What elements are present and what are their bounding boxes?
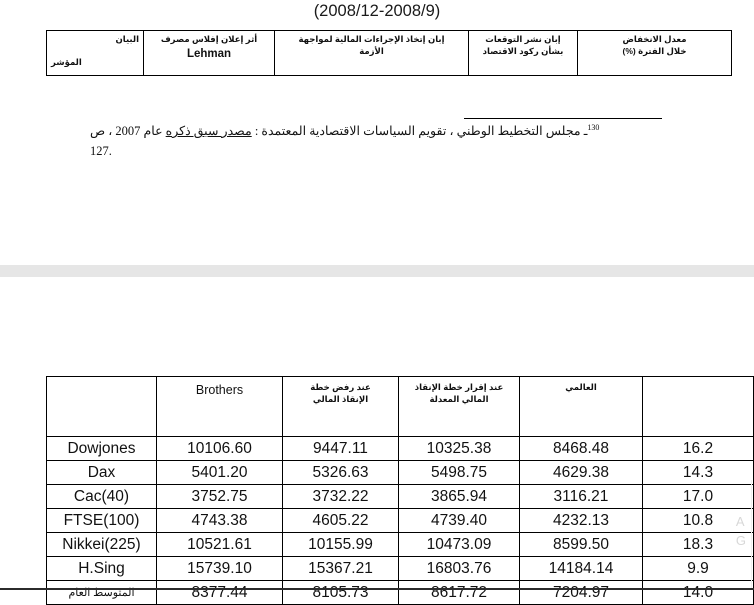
page-bottom-cut-line	[0, 588, 754, 590]
header-cell-lehman-bankruptcy: أثر إعلان إفلاس مصرف Lehman	[143, 30, 275, 76]
cell-lehman: 15739.10	[156, 556, 283, 581]
page-section-bottom: العالمي عند إقرار خطة الإنقاذ المالي الم…	[0, 277, 754, 605]
cell-rejected: 3732.22	[282, 484, 399, 509]
cell-global: 3116.21	[519, 484, 643, 509]
statement-label: البيان	[115, 34, 140, 44]
forecast-line2: بشأن ركود الاقتصاد	[482, 46, 564, 57]
cell-decline-rate: 16.2	[642, 436, 754, 461]
cell-index-name: H.Sing	[46, 556, 157, 581]
cell-approved: 5498.75	[398, 460, 520, 485]
decline-rate-line1: معدل الانخفاض	[622, 34, 687, 44]
edge-artifact-line1: A	[735, 514, 745, 529]
header-cell-brothers: Brothers	[156, 376, 283, 437]
table-row: 16.2 8468.48 10325.38 9447.11 10106.60 D…	[46, 436, 754, 461]
cell-approved: 10473.09	[398, 532, 520, 557]
header-cell-empty-index	[46, 376, 157, 437]
cell-index-name: Dax	[46, 460, 157, 485]
footnote-text-after: عام 2007 ، ص	[90, 124, 166, 139]
cell-approved: 4739.40	[398, 508, 520, 533]
table-row: 9.9 14184.14 16803.76 15367.21 15739.10 …	[46, 556, 754, 581]
header-cell-financial-measures: إبان إتخاذ الإجراءات المالية لمواجهة الأ…	[274, 30, 469, 76]
cell-rejected: 8105.73	[282, 580, 399, 605]
page-title: (2008/12-2008/9)	[313, 2, 441, 20]
cell-rejected: 9447.11	[282, 436, 399, 461]
cell-index-name: Nikkei(225)	[46, 532, 157, 557]
cell-global: 14184.14	[519, 556, 643, 581]
decline-rate-line2: خلال الفترة (%)	[622, 46, 687, 57]
cell-decline-rate: 14.0	[642, 580, 754, 605]
footnote-page-number: .127	[90, 143, 112, 158]
cell-lehman: 4743.38	[156, 508, 283, 533]
cell-decline-rate: 9.9	[642, 556, 754, 581]
table-row: 18.3 8599.50 10473.09 10155.99 10521.61 …	[46, 532, 754, 557]
cell-approved: 8617.72	[398, 580, 520, 605]
header-cell-recession-forecast: إبان نشر التوقعات بشأن ركود الاقتصاد	[468, 30, 578, 76]
cell-index-name: Dowjones	[46, 436, 157, 461]
cell-global: 8599.50	[519, 532, 643, 557]
cell-approved: 16803.76	[398, 556, 520, 581]
indices-values-table: العالمي عند إقرار خطة الإنقاذ المالي الم…	[46, 376, 754, 605]
rejected-plan-line2: الإنقاذ المالي	[312, 394, 369, 405]
page-separator-band	[0, 265, 754, 277]
cell-decline-rate: 14.3	[642, 460, 754, 485]
footnote: 130ـ مجلس التخطيط الوطني ، تقويم السياسا…	[90, 122, 660, 161]
lehman-label-arabic: أثر إعلان إفلاس مصرف	[160, 34, 258, 44]
table-row: 14.3 4629.38 5498.75 5326.63 5401.20 Dax	[46, 460, 754, 485]
cell-global: 7204.97	[519, 580, 643, 605]
crisis-indicators-header-table: معدل الانخفاض خلال الفترة (%) إبان نشر ا…	[46, 30, 732, 76]
footnote-marker: 130	[587, 123, 600, 132]
edge-artifact-line2: G	[735, 533, 746, 548]
cell-global: 8468.48	[519, 436, 643, 461]
footnote-source-underlined: مصدر سبق ذكره	[165, 124, 252, 139]
table-row: معدل الانخفاض خلال الفترة (%) إبان نشر ا…	[46, 30, 732, 76]
header-cell-global: العالمي	[519, 376, 643, 437]
cell-decline-rate: 18.3	[642, 532, 754, 557]
header-cell-revised-rescue-plan: عند إقرار خطة الإنقاذ المالي المعدلة	[398, 376, 520, 437]
cell-decline-rate: 17.0	[642, 484, 754, 509]
cell-lehman: 10521.61	[156, 532, 283, 557]
rejected-plan-line1: عند رفض خطة	[310, 382, 371, 392]
table-header-row: العالمي عند إقرار خطة الإنقاذ المالي الم…	[46, 376, 754, 437]
measures-line1: إبان إتخاذ الإجراءات المالية لمواجهة	[298, 34, 445, 44]
cell-lehman: 10106.60	[156, 436, 283, 461]
cell-decline-rate: 10.8	[642, 508, 754, 533]
header-cell-rejected-rescue-plan: عند رفض خطة الإنقاذ المالي	[282, 376, 399, 437]
cell-rejected: 4605.22	[282, 508, 399, 533]
cell-lehman: 5401.20	[156, 460, 283, 485]
lehman-label-english: Lehman	[186, 48, 232, 61]
edge-artifact-text: A G	[736, 512, 746, 550]
revised-plan-line2: المالي المعدلة	[429, 394, 489, 405]
footnote-text: ـ مجلس التخطيط الوطني ، تقويم السياسات ا…	[251, 124, 588, 139]
measures-line2: الأزمة	[359, 46, 384, 57]
cell-approved: 10325.38	[398, 436, 520, 461]
table-row: 10.8 4232.13 4739.40 4605.22 4743.38 FTS…	[46, 508, 754, 533]
cell-lehman: 8377.44	[156, 580, 283, 605]
table-row: 17.0 3116.21 3865.94 3732.22 3752.75 Cac…	[46, 484, 754, 509]
cell-rejected: 15367.21	[282, 556, 399, 581]
cell-global: 4232.13	[519, 508, 643, 533]
cell-index-name: المتوسط العام	[46, 580, 157, 605]
table-row: 14.0 7204.97 8617.72 8105.73 8377.44 الم…	[46, 580, 754, 605]
header-cell-decline-rate: معدل الانخفاض خلال الفترة (%)	[577, 30, 732, 76]
cell-approved: 3865.94	[398, 484, 520, 509]
cell-rejected: 5326.63	[282, 460, 399, 485]
right-edge-rule	[751, 480, 752, 590]
footnote-separator-rule	[464, 118, 662, 119]
cell-index-name: Cac(40)	[46, 484, 157, 509]
indicator-label: المؤشر	[51, 57, 82, 68]
header-cell-empty-rate	[642, 376, 754, 437]
revised-plan-line1: عند إقرار خطة الإنقاذ	[414, 382, 504, 392]
cell-index-name: FTSE(100)	[46, 508, 157, 533]
cell-global: 4629.38	[519, 460, 643, 485]
forecast-line1: إبان نشر التوقعات	[485, 34, 561, 44]
header-cell-statement-indicator: البيان المؤشر	[46, 30, 144, 76]
cell-rejected: 10155.99	[282, 532, 399, 557]
cell-lehman: 3752.75	[156, 484, 283, 509]
page-section-top: (2008/12-2008/9) معدل الانخفاض خلال الفت…	[0, 0, 754, 265]
